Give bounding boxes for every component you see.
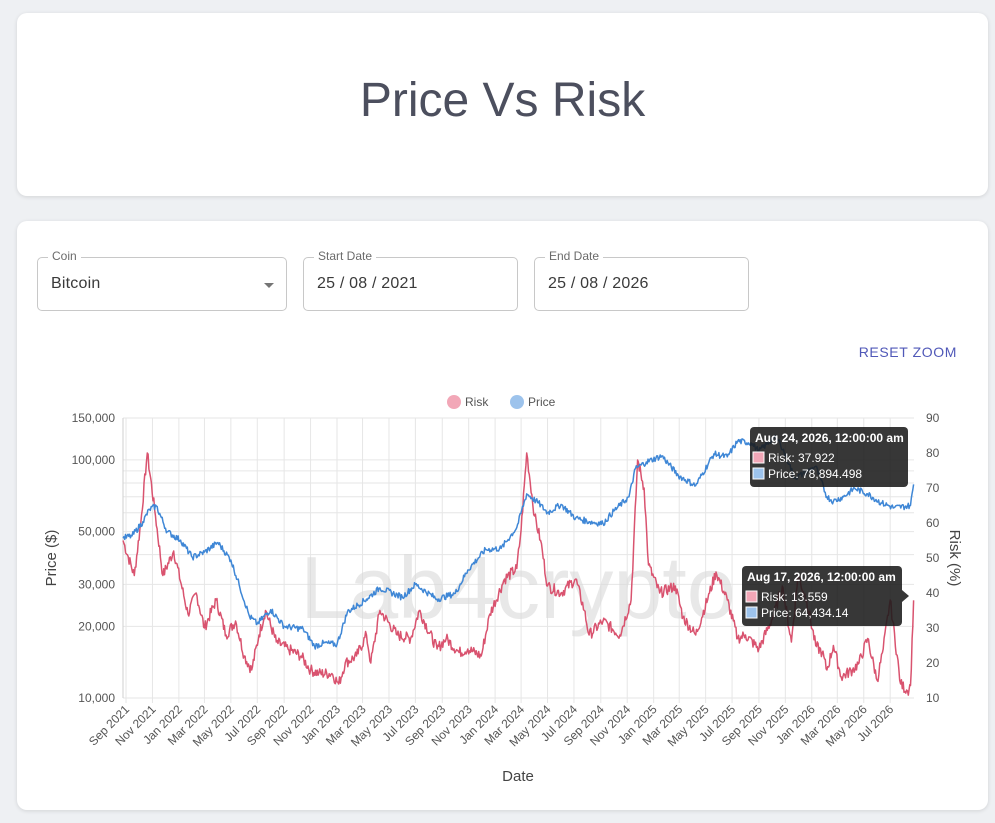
x-axis-title: Date — [502, 768, 534, 785]
tooltip-risk-swatch — [752, 451, 765, 464]
title-card: Price Vs Risk — [17, 13, 988, 196]
start-date-label: Start Date — [314, 249, 377, 263]
tooltip-aug-17: Aug 17, 2026, 12:00:00 am Risk: 13.559 P… — [742, 566, 909, 626]
coin-label: Coin — [48, 249, 81, 263]
y-right-tick-label: 70 — [926, 481, 940, 495]
tooltip-title: Aug 24, 2026, 12:00:00 am — [755, 431, 904, 445]
y-right-tick-label: 80 — [926, 446, 940, 460]
y-right-tick-label: 90 — [926, 411, 940, 425]
tooltip-risk: Risk: 37.922 — [768, 451, 835, 465]
y-left-tick-label: 10,000 — [78, 691, 115, 705]
end-date-input[interactable]: End Date 25 / 08 / 2026 — [534, 249, 749, 311]
y-left-tick-label: 30,000 — [78, 577, 115, 591]
y-right-tick-label: 20 — [926, 656, 940, 670]
tooltip-price: Price: 64,434.14 — [761, 606, 849, 620]
tooltip-risk-swatch — [745, 590, 758, 603]
end-date-value: 25 / 08 / 2026 — [548, 275, 649, 292]
tooltip-price: Price: 78,894.498 — [768, 467, 862, 481]
y-left-axis-title: Price ($) — [43, 530, 60, 587]
coin-value: Bitcoin — [51, 275, 101, 292]
reset-zoom-button[interactable]: RESET ZOOM — [858, 344, 957, 360]
page-title: Price Vs Risk — [359, 74, 646, 127]
tooltip-price-swatch — [745, 606, 758, 619]
chevron-down-icon — [264, 283, 274, 288]
y-right-tick-label: 60 — [926, 516, 940, 530]
y-left-tick-label: 20,000 — [78, 619, 115, 633]
y-left-tick-label: 50,000 — [78, 525, 115, 539]
y-right-axis: 90 80 70 60 50 40 30 20 10 — [926, 411, 940, 705]
y-right-tick-label: 50 — [926, 551, 940, 565]
y-right-axis-title: Risk (%) — [946, 530, 963, 587]
y-left-tick-label: 150,000 — [72, 411, 116, 425]
y-right-tick-label: 30 — [926, 621, 940, 635]
coin-select[interactable]: Coin Bitcoin — [37, 249, 287, 311]
start-date-value: 25 / 08 / 2021 — [317, 275, 418, 292]
start-date-input[interactable]: Start Date 25 / 08 / 2021 — [303, 249, 518, 311]
y-right-tick-label: 10 — [926, 691, 940, 705]
tooltip-title: Aug 17, 2026, 12:00:00 am — [747, 570, 896, 584]
tooltip-price-swatch — [752, 467, 765, 480]
legend-price-label[interactable]: Price — [528, 395, 556, 409]
legend: Risk Price — [447, 395, 556, 409]
tooltip-aug-24: Aug 24, 2026, 12:00:00 am Risk: 37.922 P… — [750, 427, 908, 487]
y-right-tick-label: 40 — [926, 586, 940, 600]
y-left-tick-label: 100,000 — [72, 453, 116, 467]
legend-risk-swatch[interactable] — [447, 395, 461, 409]
tooltip-risk: Risk: 13.559 — [761, 590, 828, 604]
end-date-label: End Date — [545, 249, 604, 263]
legend-price-swatch[interactable] — [510, 395, 524, 409]
legend-risk-label[interactable]: Risk — [465, 395, 489, 409]
y-left-axis: 150,000 100,000 50,000 30,000 20,000 10,000 — [72, 411, 116, 705]
